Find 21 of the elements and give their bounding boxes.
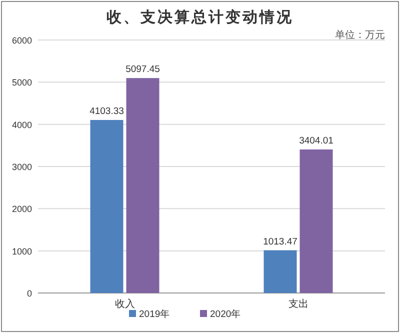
legend-label: 2020年 [210, 308, 242, 320]
bar [264, 250, 297, 293]
y-tick-label: 6000 [12, 36, 32, 46]
bar [300, 149, 333, 293]
data-label: 1013.47 [263, 236, 298, 248]
y-tick-label: 2000 [12, 204, 32, 214]
legend-label: 2019年 [139, 308, 170, 320]
x-tick-label: 支出 [288, 298, 308, 310]
chart-subtitle: 单位：万元 [335, 29, 385, 41]
y-tick-label: 5000 [12, 78, 32, 88]
x-tick-label: 收入 [114, 298, 135, 310]
bar [126, 78, 160, 293]
data-label: 4103.33 [90, 106, 124, 117]
data-label: 3404.01 [299, 135, 334, 146]
chart-title: 收、支决算总计变动情况 [106, 8, 294, 26]
y-tick-label: 4000 [12, 120, 32, 130]
bar [90, 120, 124, 293]
y-tick-label: 0 [26, 288, 32, 298]
data-label: 5097.45 [126, 64, 160, 76]
y-tick-label: 3000 [12, 162, 32, 172]
y-tick-label: 1000 [12, 246, 32, 256]
